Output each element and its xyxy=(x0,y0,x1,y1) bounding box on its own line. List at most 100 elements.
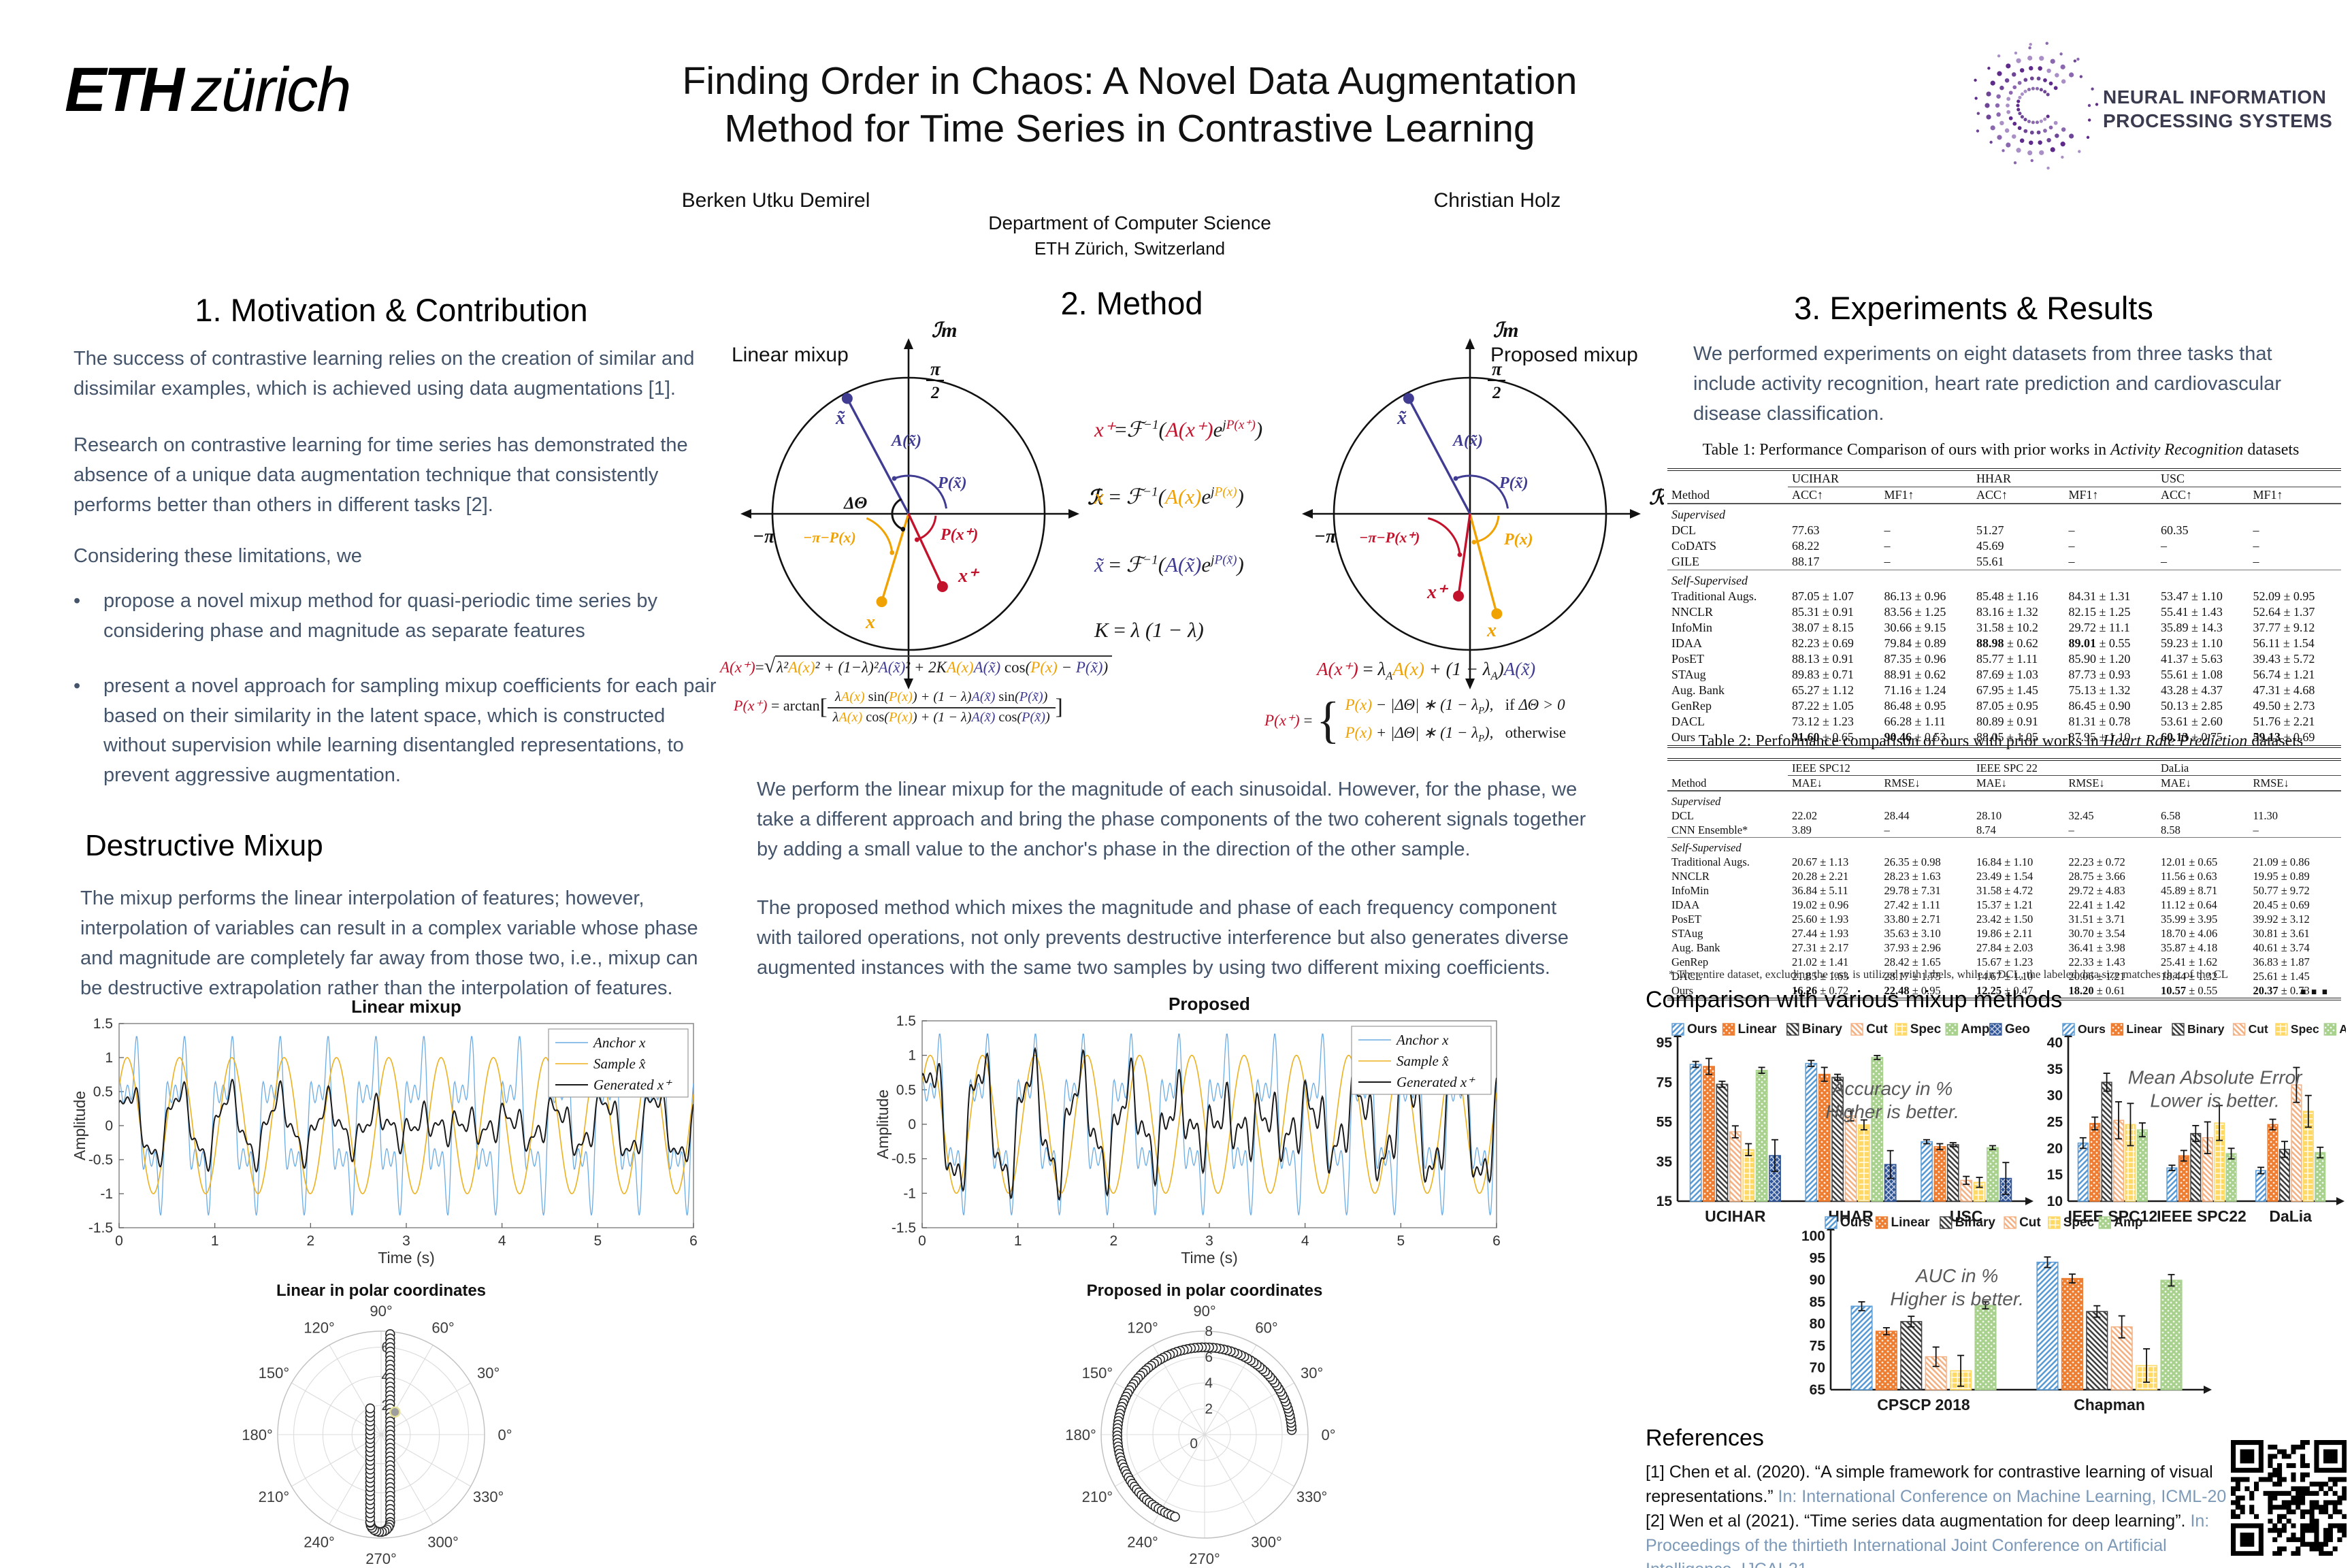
table-value-cell: – xyxy=(2253,555,2259,568)
svg-text:65: 65 xyxy=(1810,1382,1826,1398)
table-value-cell: 39.43 ± 5.72 xyxy=(2253,652,2315,666)
table-value-cell: 22.48 ± 0.95 xyxy=(1880,983,1972,1000)
svg-text:Amplitude: Amplitude xyxy=(875,1090,892,1159)
polar-marker xyxy=(1170,1512,1180,1522)
table-value-cell: 87.69 ± 1.03 xyxy=(1976,668,2038,681)
accuracy-bar-chart: 15 35 55 75 95 Ours Linear Binary Cut Spec Amp Geo U… xyxy=(1656,1022,2034,1225)
table-value-cell: 22.33 ± 1.43 xyxy=(2068,956,2125,968)
svg-text:300°: 300° xyxy=(1251,1534,1282,1551)
table-section-row: Self-Supervised xyxy=(1667,837,2341,855)
table-value-cell: 51.76 ± 2.21 xyxy=(2253,715,2315,728)
svg-text:Cut: Cut xyxy=(1866,1022,1888,1036)
table-value-cell: 36.83 ± 1.87 xyxy=(2253,956,2310,968)
table-value-cell: – xyxy=(2253,523,2259,537)
bar xyxy=(2089,1123,2101,1202)
svg-text:Lower is better.: Lower is better. xyxy=(2150,1090,2279,1111)
proposed-timeseries-chart: Proposed 0 1 2 3 4 5 6 -1.5 -1 -0.5 0 0.5 1 1.5 Time (s… xyxy=(875,994,1501,1267)
svg-text:5: 5 xyxy=(593,1233,602,1249)
table-value-cell: 52.64 ± 1.37 xyxy=(2253,605,2315,619)
table-method-cell: PosET xyxy=(1671,652,1705,666)
svg-text:IEEE SPC12: IEEE SPC12 xyxy=(2068,1207,2157,1225)
table-value-cell: 80.89 ± 0.91 xyxy=(1976,715,2038,728)
svg-text:75: 75 xyxy=(1656,1075,1673,1090)
table-method-cell: IDAA xyxy=(1671,898,1700,911)
svg-text:Mean Absolute Error: Mean Absolute Error xyxy=(2128,1067,2303,1088)
svg-text:CPSCP 2018: CPSCP 2018 xyxy=(1877,1396,1970,1414)
bar xyxy=(2160,1279,2183,1390)
svg-text:Spec: Spec xyxy=(2291,1022,2319,1036)
table-value-cell: 11.56 ± 0.63 xyxy=(2161,870,2217,883)
table-value-cell: 28.42 ± 1.65 xyxy=(1884,956,1941,968)
table-value-cell: 27.42 ± 1.11 xyxy=(1884,898,1941,911)
table-subcol-header: ACC↑ xyxy=(1792,488,1824,502)
table-row: CoDATS 68.22 – 45.69 – – – xyxy=(1667,538,2341,554)
table-row: PosET 25.60 ± 1.93 33.80 ± 2.71 23.42 ± 1.5… xyxy=(1667,912,2341,926)
svg-text:330°: 330° xyxy=(473,1488,504,1505)
svg-text:A(x̃): A(x̃) xyxy=(890,432,921,450)
section2-heading: 2. Method xyxy=(1060,285,1203,321)
table-value-cell: – xyxy=(2068,523,2075,537)
svg-text:15: 15 xyxy=(2047,1167,2063,1183)
svg-text:-1.5: -1.5 xyxy=(88,1220,113,1236)
table-value-cell: 27.31 ± 2.17 xyxy=(1792,941,1849,954)
table-value-cell: 87.05 ± 1.07 xyxy=(1792,589,1854,603)
table-value-cell: 66.28 ± 1.11 xyxy=(1884,715,1946,728)
svg-text:0: 0 xyxy=(1190,1436,1198,1452)
table-value-cell: 35.63 ± 3.10 xyxy=(1884,927,1941,940)
table-group-header: DaLia xyxy=(2157,758,2341,776)
polar-marker xyxy=(365,1403,376,1414)
mae-bar-chart: 10 15 20 25 30 35 40 Ours Linear Binary Cut Spec Amp… xyxy=(2047,1022,2346,1225)
eq-fourier-xtilde: x̃ = ℱ−1(A(x̃)ejP(x̃)) xyxy=(1094,553,1244,576)
table-value-cell: 28.23 ± 1.63 xyxy=(1884,870,1941,883)
svg-text:85: 85 xyxy=(1810,1294,1826,1310)
svg-text:70: 70 xyxy=(1810,1360,1825,1376)
svg-text:Amplitude: Amplitude xyxy=(71,1091,88,1160)
eq-proposed-phase-case2: P(x) + |ΔΘ| ∗ (1 − λP), otherwise xyxy=(1345,724,1567,745)
bar xyxy=(2101,1081,2112,1202)
table-method-cell: Traditional Augs. xyxy=(1671,589,1757,603)
table-value-cell: 36.84 ± 5.11 xyxy=(1792,884,1848,897)
table-value-cell: 52.09 ± 0.95 xyxy=(2253,589,2315,603)
table-row: NNCLR 85.31 ± 0.91 83.56 ± 1.25 83.16 ± 1.3… xyxy=(1667,604,2341,620)
table-row: InfoMin 36.84 ± 5.11 29.78 ± 7.31 31.58 ± 4… xyxy=(1667,883,2341,898)
table-value-cell: 68.22 xyxy=(1792,539,1820,553)
bar xyxy=(1729,1131,1742,1202)
table2-caption: Table 2: Performance comparison of ours … xyxy=(1661,732,2341,751)
svg-text:0: 0 xyxy=(105,1118,113,1134)
svg-text:Geo: Geo xyxy=(2005,1022,2030,1036)
svg-text:Amp: Amp xyxy=(2114,1215,2142,1230)
table-row: Traditional Augs. 20.67 ± 1.13 26.35 ± 0.9… xyxy=(1667,855,2341,869)
svg-text:Spec: Spec xyxy=(1910,1022,1942,1036)
svg-text:Binary: Binary xyxy=(1955,1215,1996,1230)
table-value-cell: 11.30 xyxy=(2253,809,2278,822)
bar xyxy=(2225,1153,2237,1202)
table-value-cell: 29.72 ± 4.83 xyxy=(2068,884,2125,897)
table-group-header: IEEE SPC 22 xyxy=(1972,758,2157,776)
table-value-cell: 85.77 ± 1.11 xyxy=(1976,652,2038,666)
table-row: GenRep 87.22 ± 1.05 86.48 ± 0.95 87.05 ± 0.… xyxy=(1667,698,2341,714)
table-value-cell: – xyxy=(2068,823,2074,836)
bar xyxy=(2178,1155,2189,1202)
linear-mixup-timeseries-chart: Linear mixup 0 1 2 3 4 5 6 -1.5 -1 -0.5 0 0.5 1 1.5 Tim… xyxy=(71,996,698,1267)
svg-text:270°: 270° xyxy=(365,1550,397,1565)
svg-text:2: 2 xyxy=(1492,384,1501,402)
eth-logo-zurich: zürich xyxy=(191,55,351,125)
svg-text:180°: 180° xyxy=(1065,1426,1096,1443)
bar xyxy=(1818,1073,1831,1202)
table2-caption-pre: Table 2: Performance comparison of ours … xyxy=(1698,732,2103,750)
svg-text:-1: -1 xyxy=(903,1186,916,1201)
svg-text:Linear: Linear xyxy=(1738,1022,1778,1036)
svg-text:15: 15 xyxy=(1656,1194,1673,1209)
table-value-cell: – xyxy=(2253,823,2259,836)
table-value-cell: 27.84 ± 2.03 xyxy=(1976,941,2034,954)
table-value-cell: – xyxy=(1884,539,1891,553)
svg-text:330°: 330° xyxy=(1296,1488,1328,1505)
svg-text:Chapman: Chapman xyxy=(2074,1396,2145,1414)
svg-text:Anchor x: Anchor x xyxy=(1395,1032,1449,1048)
table-method-cell: GenRep xyxy=(1671,699,1712,713)
table-value-cell: 40.61 ± 3.74 xyxy=(2253,941,2310,954)
table-value-cell: 15.37 ± 1.21 xyxy=(1976,898,2034,911)
table-value-cell: 20.67 ± 1.13 xyxy=(1792,855,1849,868)
table-row: Ours 91.60 ± 0.65 90.46 ± 0.53 88.05 ± 1.05… xyxy=(1667,730,2341,748)
svg-text:P(x): P(x) xyxy=(1503,531,1533,549)
